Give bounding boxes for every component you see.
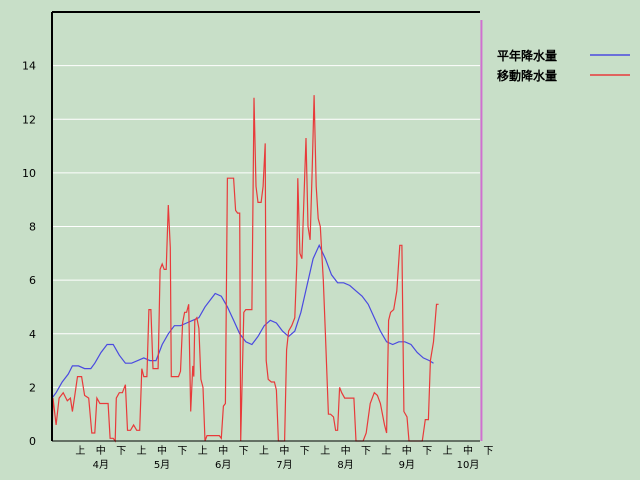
y-tick-label-2: 2 bbox=[29, 381, 36, 394]
y-tick-label-8: 8 bbox=[29, 221, 36, 234]
x-month-label-13: 8月 bbox=[337, 459, 353, 471]
x-tick-label-16: 中 bbox=[402, 444, 412, 457]
series-line-1 bbox=[51, 95, 439, 443]
x-tick-label-13: 中 bbox=[341, 444, 351, 457]
axes bbox=[51, 11, 480, 442]
legend-label-0: 平年降水量 bbox=[497, 48, 557, 63]
x-month-label-7: 6月 bbox=[215, 459, 231, 471]
x-tick-label-7: 中 bbox=[218, 444, 228, 457]
x-tick-label-11: 下 bbox=[300, 446, 310, 457]
x-month-label-10: 7月 bbox=[276, 459, 292, 471]
x-tick-label-9: 上 bbox=[259, 445, 269, 457]
y-tick-label-6: 6 bbox=[29, 274, 36, 287]
x-tick-label-1: 中 bbox=[96, 444, 106, 457]
x-tick-label-18: 上 bbox=[443, 445, 453, 457]
x-tick-label-4: 中 bbox=[157, 444, 167, 457]
y-tick-label-14: 14 bbox=[22, 60, 36, 73]
x-tick-label-19: 中 bbox=[463, 444, 473, 457]
x-month-label-1: 4月 bbox=[93, 459, 109, 471]
x-tick-label-17: 下 bbox=[422, 446, 432, 457]
x-tick-label-5: 下 bbox=[177, 446, 187, 457]
x-tick-label-12: 上 bbox=[320, 445, 330, 457]
x-tick-label-2: 下 bbox=[116, 446, 126, 457]
y-tick-label-12: 12 bbox=[22, 113, 36, 126]
x-tick-label-8: 下 bbox=[239, 446, 249, 457]
x-tick-label-20: 下 bbox=[483, 446, 493, 457]
x-month-label-16: 9月 bbox=[399, 459, 415, 471]
x-tick-label-6: 上 bbox=[198, 445, 208, 457]
legend-label-1: 移動降水量 bbox=[497, 68, 557, 83]
x-tick-label-0: 上 bbox=[75, 445, 85, 457]
y-axis-ticks: 0 2 4 6 8 10 12 14 bbox=[22, 60, 36, 448]
x-month-label-19: 10月 bbox=[457, 459, 480, 471]
y-tick-label-0: 0 bbox=[29, 435, 36, 448]
x-month-label-4: 5月 bbox=[154, 459, 170, 471]
x-tick-label-3: 上 bbox=[137, 445, 147, 457]
series-lines bbox=[51, 20, 483, 443]
x-tick-label-10: 中 bbox=[279, 444, 289, 457]
y-tick-label-4: 4 bbox=[29, 328, 36, 341]
x-tick-label-15: 上 bbox=[381, 445, 391, 457]
x-tick-label-14: 下 bbox=[361, 446, 371, 457]
y-tick-label-10: 10 bbox=[22, 167, 36, 180]
x-axis-ticks: 上中4月下上中5月下上中6月下上中7月下上中8月下上中9月下上中10月下 bbox=[75, 444, 493, 471]
